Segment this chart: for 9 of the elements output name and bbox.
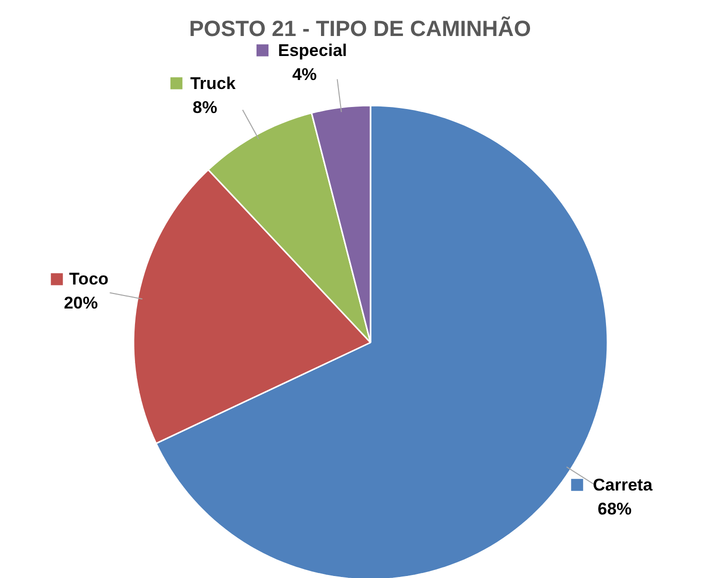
legend-label: Toco xyxy=(69,270,109,289)
legend-label: Truck xyxy=(190,74,236,93)
legend-label: Especial xyxy=(278,40,348,60)
legend-label: Carreta xyxy=(592,475,653,494)
data-label: 4% xyxy=(292,64,317,84)
chart-title: POSTO 21 - TIPO DE CAMINHÃO xyxy=(189,16,531,41)
data-label: 68% xyxy=(598,499,632,518)
data-label: 20% xyxy=(64,294,98,313)
data-label: 8% xyxy=(192,98,218,117)
